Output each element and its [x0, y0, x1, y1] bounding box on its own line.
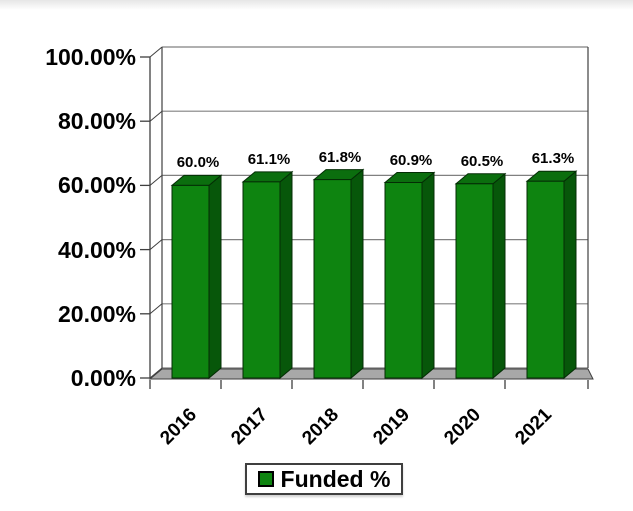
page-top-shadow: [0, 0, 633, 10]
y-axis-label: 80.00%: [57, 108, 136, 135]
depth-connector: [149, 110, 163, 122]
y-axis-label: 60.00%: [57, 172, 136, 199]
chart-legend: Funded %: [245, 463, 403, 495]
bar-side-face: [492, 172, 506, 380]
bar-value-label: 60.0%: [176, 154, 220, 172]
legend-swatch-icon: [257, 471, 274, 487]
bar-side-face: [563, 170, 577, 380]
bar-2018: [313, 179, 352, 379]
bar-value-label: 61.1%: [247, 150, 291, 168]
bar-2016: [171, 184, 210, 379]
y-axis-label: 100.00%: [45, 44, 136, 70]
y-axis-label: 20.00%: [57, 300, 136, 327]
legend-label: Funded %: [280, 466, 391, 492]
bar-side-face: [350, 168, 364, 380]
bar-2019: [384, 182, 423, 379]
bar-2021: [526, 180, 565, 379]
bar-value-label: 60.5%: [460, 152, 504, 170]
bar-side-face: [208, 174, 222, 380]
bar-value-label: 61.8%: [318, 148, 362, 166]
depth-connector: [149, 303, 163, 315]
bar-2017: [242, 181, 281, 379]
y-axis-label: 0.00%: [70, 365, 136, 391]
depth-connector: [149, 175, 163, 186]
depth-connector: [149, 367, 163, 379]
bar-side-face: [421, 171, 435, 380]
bar-value-label: 61.3%: [531, 150, 575, 168]
depth-connector: [149, 46, 163, 58]
bar-side-face: [279, 170, 293, 380]
bar-value-label: 60.9%: [389, 151, 433, 169]
depth-connector: [149, 239, 163, 250]
bar-2020: [455, 183, 494, 379]
y-axis-label: 40.00%: [57, 236, 136, 263]
